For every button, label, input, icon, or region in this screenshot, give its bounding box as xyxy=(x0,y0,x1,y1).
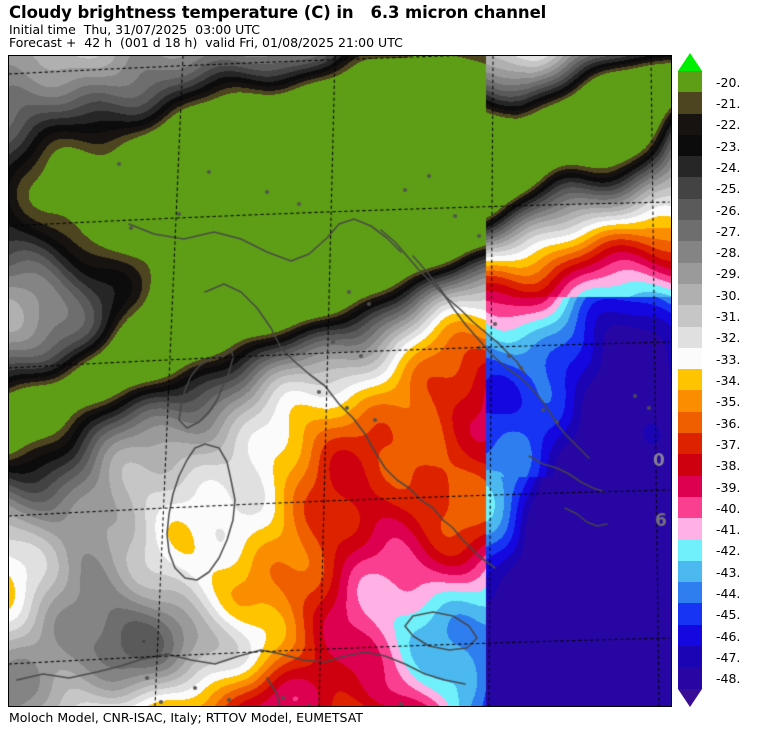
colorbar-band-19 xyxy=(678,475,702,497)
colorbar-label-2: -22. xyxy=(716,117,741,133)
colorbar-band-11 xyxy=(678,305,702,327)
colorbar-band-25 xyxy=(678,603,702,625)
colorbar-band-26 xyxy=(678,624,702,647)
colorbar-band-6 xyxy=(678,198,702,221)
map-canvas[interactable] xyxy=(9,56,671,706)
colorbar-band-23 xyxy=(678,560,702,583)
colorbar-band-14 xyxy=(678,369,702,391)
colorbar-band-2 xyxy=(678,113,702,135)
colorbar-over-arrow-icon xyxy=(678,53,702,71)
colorbar-label-1: -21. xyxy=(716,95,741,111)
colorbar-label-7: -27. xyxy=(716,223,741,239)
forecast-time-text: Forecast + 42 h (001 d 18 h) valid Fri, … xyxy=(9,35,403,50)
colorbar-label-21: -41. xyxy=(716,522,741,538)
colorbar-label-25: -45. xyxy=(716,607,741,623)
colorbar-band-18 xyxy=(678,454,702,476)
colorbar-label-20: -40. xyxy=(716,500,741,516)
colorbar-band-10 xyxy=(678,283,702,306)
colorbar-label-19: -39. xyxy=(716,479,741,495)
colorbar-label-12: -32. xyxy=(716,330,741,346)
colorbar-label-18: -38. xyxy=(716,458,741,474)
colorbar-band-22 xyxy=(678,539,702,561)
colorbar-band-3 xyxy=(678,134,702,157)
footer-credit: Moloch Model, CNR-ISAC, Italy; RTTOV Mod… xyxy=(9,710,363,725)
colorbar-label-23: -43. xyxy=(716,564,741,580)
colorbar-band-7 xyxy=(678,220,702,242)
colorbar-label-3: -23. xyxy=(716,138,741,154)
initial-time-text: Initial time Thu, 31/07/2025 03:00 UTC xyxy=(9,22,260,37)
colorbar-label-15: -35. xyxy=(716,394,741,410)
brightness-temperature-map[interactable] xyxy=(8,55,672,707)
colorbar-band-8 xyxy=(678,241,702,263)
colorbar-label-4: -24. xyxy=(716,159,741,175)
colorbar-label-6: -26. xyxy=(716,202,741,218)
colorbar xyxy=(678,53,702,707)
colorbar-label-10: -30. xyxy=(716,287,741,303)
colorbar-label-16: -36. xyxy=(716,415,741,431)
colorbar-label-13: -33. xyxy=(716,351,741,367)
colorbar-band-9 xyxy=(678,262,702,284)
page-title: Cloudy brightness temperature (C) in 6.3… xyxy=(9,3,547,22)
colorbar-band-17 xyxy=(678,433,702,455)
colorbar-label-5: -25. xyxy=(716,181,741,197)
colorbar-label-17: -37. xyxy=(716,436,741,452)
colorbar-label-8: -28. xyxy=(716,245,741,261)
colorbar-label-24: -44. xyxy=(716,586,741,602)
colorbar-band-4 xyxy=(678,156,702,178)
colorbar-band-20 xyxy=(678,496,702,519)
colorbar-band-0 xyxy=(678,71,702,93)
colorbar-labels: -20. -21. -22. -23. -24. -25. -26. -27. -28. -29.… xyxy=(716,53,760,707)
colorbar-band-24 xyxy=(678,582,702,604)
colorbar-label-11: -31. xyxy=(716,309,741,325)
colorbar-band-1 xyxy=(678,92,702,114)
colorbar-band-15 xyxy=(678,390,702,412)
colorbar-band-27 xyxy=(678,646,702,668)
colorbar-label-0: -20. xyxy=(716,74,741,90)
colorbar-band-28 xyxy=(678,667,702,689)
colorbar-band-16 xyxy=(678,411,702,434)
colorbar-bands xyxy=(678,71,702,689)
colorbar-label-27: -47. xyxy=(716,650,741,666)
colorbar-band-21 xyxy=(678,518,702,540)
colorbar-label-28: -48. xyxy=(716,671,741,687)
colorbar-under-arrow-icon xyxy=(678,689,702,707)
colorbar-label-9: -29. xyxy=(716,266,741,282)
colorbar-band-12 xyxy=(678,326,702,348)
colorbar-label-26: -46. xyxy=(716,628,741,644)
colorbar-band-5 xyxy=(678,177,702,199)
colorbar-label-22: -42. xyxy=(716,543,741,559)
colorbar-band-13 xyxy=(678,347,702,370)
colorbar-label-14: -34. xyxy=(716,373,741,388)
